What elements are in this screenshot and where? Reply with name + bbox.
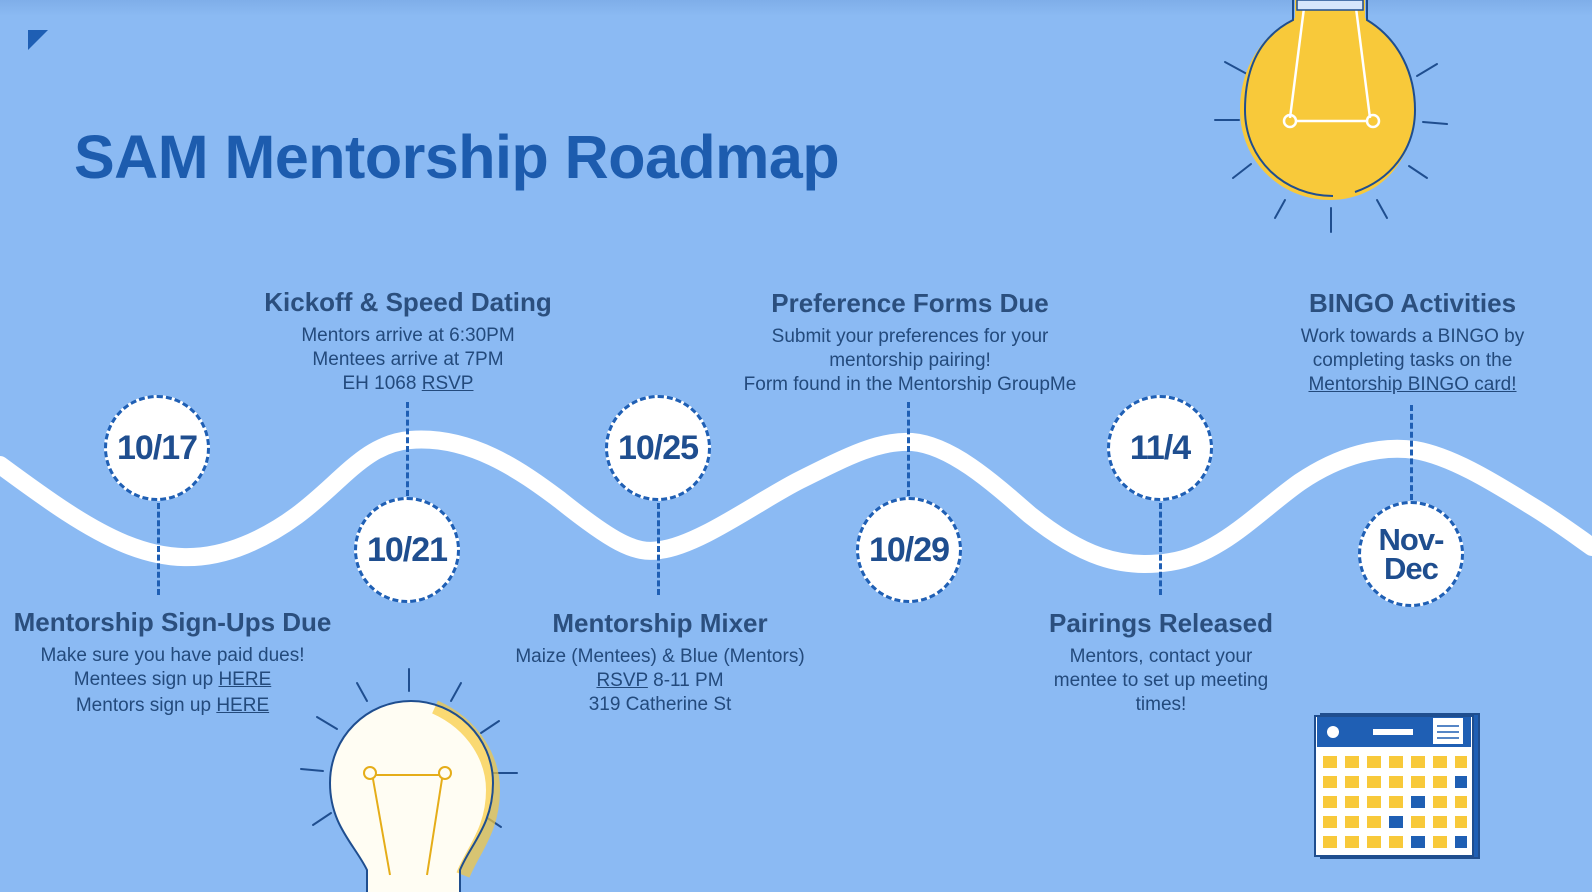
- connector-line: [657, 503, 660, 595]
- kickoff-rsvp-link[interactable]: RSVP: [421, 373, 474, 394]
- event-title: Mentorship Sign-Ups Due: [13, 607, 332, 637]
- lightbulb-white-icon: [300, 668, 518, 892]
- date-circle-10-17: 10/17: [104, 395, 210, 501]
- date-circle-nov-dec: Nov- Dec: [1358, 501, 1464, 607]
- event-line: Form found in the Mentorship GroupMe: [743, 374, 1077, 395]
- event-line: Mentees arrive at 7PM: [312, 349, 504, 370]
- mixer-rsvp-link[interactable]: RSVP: [596, 670, 648, 691]
- event-line: Mentors, contact your: [1069, 646, 1253, 667]
- connector-line: [1159, 503, 1162, 595]
- mentors-signup-link[interactable]: HERE: [216, 695, 270, 716]
- event-line: Submit your preferences for your: [771, 326, 1049, 347]
- calendar-icon: [1314, 713, 1480, 859]
- event-kickoff: Kickoff & Speed Dating Mentors arrive at…: [250, 287, 566, 396]
- event-line: Mentees sign up HERE: [73, 669, 272, 690]
- event-line: Mentors arrive at 6:30PM: [301, 325, 515, 346]
- event-line: Maize (Mentees) & Blue (Mentors): [515, 646, 805, 667]
- mentees-signup-link[interactable]: HERE: [218, 669, 272, 690]
- connector-line: [157, 503, 160, 595]
- event-line: Mentorship BINGO card!: [1280, 373, 1545, 397]
- event-preference-forms: Preference Forms Due Submit your prefere…: [710, 288, 1110, 397]
- event-line: Work towards a BINGO by: [1300, 326, 1525, 347]
- event-line: mentee to set up meeting: [1053, 670, 1269, 691]
- connector-line: [907, 402, 910, 496]
- event-line: EH 1068 RSVP: [342, 373, 474, 394]
- event-pairings: Pairings Released Mentors, contact your …: [1030, 608, 1292, 717]
- page-title: SAM Mentorship Roadmap: [74, 123, 840, 191]
- date-circle-10-25: 10/25: [605, 395, 711, 501]
- event-line: 319 Catherine St: [588, 694, 732, 715]
- event-line: Make sure you have paid dues!: [40, 645, 305, 666]
- event-title: BINGO Activities: [1308, 288, 1517, 318]
- bingo-card-link[interactable]: Mentorship BINGO card!: [1308, 374, 1517, 395]
- event-title: Mentorship Mixer: [552, 608, 768, 638]
- date-line1: Nov-: [1378, 522, 1445, 557]
- date-circle-11-4: 11/4: [1107, 395, 1213, 501]
- event-bingo: BINGO Activities Work towards a BINGO by…: [1280, 288, 1545, 397]
- date-circle-10-29: 10/29: [856, 497, 962, 603]
- event-line: mentorship pairing!: [829, 350, 991, 371]
- event-title: Pairings Released: [1049, 608, 1273, 638]
- connector-line: [406, 402, 409, 496]
- event-title: Preference Forms Due: [771, 288, 1049, 318]
- date-circle-10-21: 10/21: [354, 497, 460, 603]
- event-mixer: Mentorship Mixer Maize (Mentees) & Blue …: [490, 608, 830, 717]
- event-title: Kickoff & Speed Dating: [264, 287, 552, 317]
- connector-line: [1410, 405, 1413, 500]
- event-signups: Mentorship Sign-Ups Due Make sure you ha…: [0, 607, 345, 718]
- event-line: Mentors sign up HERE: [75, 695, 270, 716]
- lightbulb-yellow-icon: [1214, 0, 1448, 233]
- corner-marker: [28, 30, 48, 50]
- event-line: completing tasks on the: [1312, 350, 1513, 371]
- top-band: [0, 0, 1592, 16]
- date-line2: Dec: [1384, 551, 1439, 586]
- event-line: RSVP 8-11 PM: [596, 670, 724, 691]
- event-line: times!: [1135, 694, 1187, 715]
